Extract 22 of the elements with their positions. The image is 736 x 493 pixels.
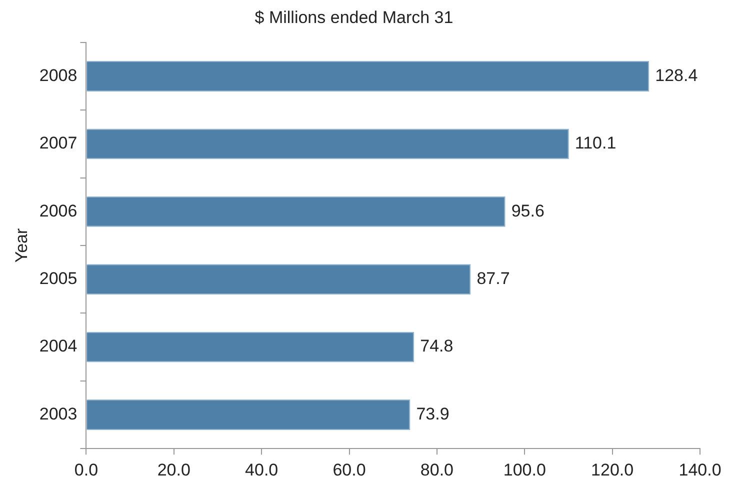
data-label: 87.7: [476, 269, 510, 288]
y-tick-label: 2005: [39, 269, 78, 288]
data-label: 128.4: [655, 66, 698, 85]
data-label: 95.6: [511, 201, 544, 220]
y-axis-title: Year: [12, 228, 31, 263]
data-label: 73.9: [416, 404, 450, 424]
x-tick-label: 120.0: [591, 460, 634, 480]
y-tick-label: 2003: [39, 404, 78, 424]
x-tick-label: 60.0: [332, 460, 366, 480]
y-tick-label: 2007: [39, 134, 78, 153]
x-tick-label: 80.0: [420, 460, 454, 480]
x-tick-label: 100.0: [503, 460, 546, 480]
data-label: 74.8: [420, 336, 454, 356]
chart-title: $ Millions ended March 31: [254, 8, 454, 27]
y-tick-label: 2004: [39, 336, 78, 356]
x-tick-label: 20.0: [157, 460, 190, 480]
y-tick-label: 2008: [39, 66, 78, 85]
x-tick-label: 0.0: [74, 460, 98, 480]
x-tick-label: 40.0: [245, 460, 278, 480]
data-label: 110.1: [574, 134, 616, 153]
y-tick-label: 2006: [39, 201, 78, 220]
x-tick-label: 140.0: [678, 460, 722, 480]
